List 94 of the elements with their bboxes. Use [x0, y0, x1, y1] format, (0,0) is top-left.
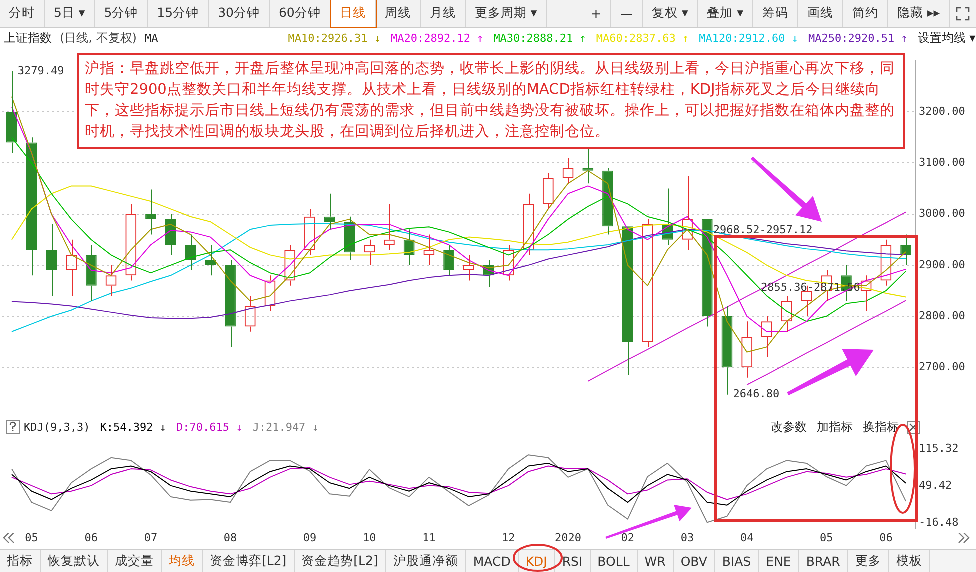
- candlestick: [324, 193, 336, 230]
- text: 均线: [162, 550, 203, 572]
- text: 30分钟: [209, 0, 270, 27]
- y-tick-label: 3000.00: [919, 207, 966, 220]
- candlestick: [86, 244, 97, 302]
- candlestick: [146, 189, 156, 236]
- candlestick: [205, 244, 216, 276]
- y-tick-label: 49.42: [919, 478, 952, 492]
- text: 更多: [848, 550, 890, 572]
- x-tick-label: 03: [680, 531, 694, 544]
- text: J:21.947 ↓: [252, 420, 319, 434]
- text: 5分钟: [95, 0, 148, 27]
- text: MA60:2837.63 ↑: [596, 32, 690, 44]
- text: KDJ: [518, 550, 556, 572]
- text: RSI: [555, 550, 591, 572]
- text: 5日 ▾: [45, 0, 96, 27]
- text: MA120:2912.60 ↓: [699, 32, 798, 44]
- candlestick: [582, 148, 594, 184]
- candlestick: [444, 244, 455, 276]
- text: 分时: [0, 0, 45, 27]
- text: MA20:2892.12 ↑: [390, 32, 484, 44]
- text: 加指标: [817, 418, 853, 436]
- text: BIAS: [715, 550, 760, 572]
- text: MA: [145, 32, 158, 44]
- text: 15分钟: [148, 0, 210, 27]
- candlestick: [602, 168, 614, 236]
- text: BOLL: [590, 550, 638, 572]
- text: 换指标: [863, 418, 899, 436]
- text: D:70.615 ↓: [176, 420, 243, 434]
- y-tick-label: 2900.00: [919, 258, 966, 272]
- text: WR: [638, 550, 674, 572]
- text: 恢复默认: [41, 550, 108, 572]
- candlestick: [26, 137, 38, 276]
- text: 成交量: [108, 550, 162, 572]
- text: 简约: [843, 0, 888, 27]
- text: 日线: [330, 0, 376, 27]
- candlestick: [722, 306, 733, 396]
- text: MA250:2920.51 ↑: [808, 32, 908, 44]
- candlestick: [225, 260, 236, 348]
- annotation: 2968.52-2957.12: [713, 223, 813, 236]
- x-tick-label: 06: [84, 531, 98, 544]
- text: —: [611, 0, 643, 27]
- y-tick-label: 115.32: [919, 442, 959, 456]
- chart-subtitle: (日线, 不复权): [60, 30, 137, 46]
- x-tick-label: 11: [422, 531, 436, 544]
- text: K:54.392 ↓: [100, 420, 166, 434]
- text: 改参数: [771, 418, 807, 436]
- y-tick-label: 2800.00: [919, 309, 966, 322]
- x-tick-label: 07: [144, 531, 158, 544]
- x-tick-label: 08: [224, 531, 238, 544]
- x-tick-label: 04: [740, 531, 754, 544]
- text: 设置均线 ▾: [918, 30, 976, 46]
- text: MACD: [466, 550, 519, 572]
- text: 月线: [420, 0, 466, 27]
- annotation: 沪指：早盘跳空低开，开盘后整体呈现冲高回落的态势，收带长上影的阴线。从日线级别上看，今日沪指重心再次下移，同时失守2900点整数关口和半年均线支撑。从技术上看，日线级别的MACD指标红柱转绿柱，KDJ指标死叉之后今日继续向下，这些指标提示后市日线上短线仍有震荡的需求，但目前中线趋势没有被破坏。操作上，可以把握好指数在箱体内盘整的时机，寻找技术性回调的板块龙头股，在回调到位后择机进入，注意控制仓位。: [77, 53, 905, 149]
- x-tick-label: 05: [25, 531, 38, 544]
- text: 画线: [798, 0, 844, 27]
- text: 筹码: [753, 0, 798, 27]
- x-tick-label: 10: [362, 531, 376, 544]
- text: 复权 ▾: [642, 0, 698, 27]
- text: 指标: [0, 550, 41, 572]
- y-tick-label: 3200.00: [919, 104, 966, 118]
- text: 叠加 ▾: [698, 0, 754, 27]
- y-tick-label: 3100.00: [919, 156, 966, 170]
- text: ENE: [759, 550, 800, 572]
- annotation: 3279.49: [18, 64, 64, 78]
- text: 资金博弈[L2]: [203, 550, 295, 572]
- text: 周线: [376, 0, 421, 27]
- candlestick: [46, 224, 58, 297]
- x-tick-label: 05: [820, 531, 834, 544]
- text: BRAR: [799, 550, 848, 572]
- chart-title: KDJ(9,3,3): [24, 420, 90, 434]
- text: MA30:2888.21 ↑: [494, 32, 586, 44]
- text: OBV: [674, 550, 716, 572]
- x-tick-label: 02: [621, 531, 635, 544]
- text: 隐藏 ▸▸: [888, 0, 950, 27]
- text: 更多周期 ▾: [466, 0, 548, 27]
- candlestick: [622, 226, 634, 376]
- chart-title: 上证指数: [4, 30, 52, 46]
- text: 模板: [889, 550, 930, 572]
- annotation: 2646.80: [733, 388, 780, 401]
- text: +: [582, 0, 612, 27]
- y-tick-label: -16.48: [919, 516, 959, 529]
- text: 60分钟: [270, 0, 331, 27]
- text: MA10:2926.31 ↓: [288, 32, 381, 44]
- text: 沪股通净额: [386, 550, 466, 572]
- x-tick-label: 12: [502, 531, 516, 544]
- x-tick-label: 06: [880, 531, 893, 544]
- candlestick: [165, 214, 176, 256]
- text: 资金趋势[L2]: [294, 550, 386, 572]
- candlestick: [6, 70, 18, 154]
- y-tick-label: 2700.00: [919, 360, 966, 374]
- x-tick-label: 09: [303, 531, 317, 544]
- x-tick-label: 2020: [555, 531, 582, 544]
